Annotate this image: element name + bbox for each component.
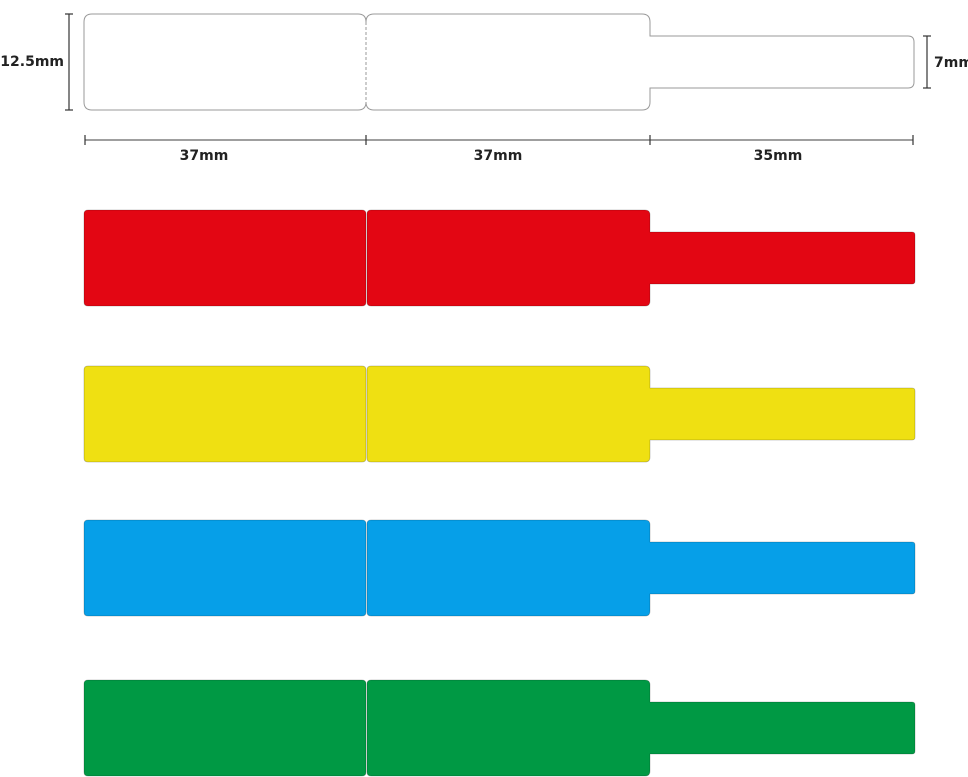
dimension-lines (65, 13, 931, 145)
label-green-segment-1 (83, 679, 367, 777)
label-blue (83, 519, 916, 617)
label-blue-segment-2 (366, 519, 916, 617)
label-green-segment-2 (366, 679, 916, 777)
label-red-segment-1 (83, 209, 367, 307)
label-yellow-segment-2 (366, 365, 916, 463)
height-tail-label: 7mm (934, 55, 968, 71)
height-main-label: 12.5mm (0, 54, 64, 70)
outline-label (83, 13, 915, 111)
width-tail-label: 35mm (754, 148, 803, 164)
label-red-segment-2 (366, 209, 916, 307)
label-red (83, 209, 916, 307)
label-blue-segment-1 (83, 519, 367, 617)
outline-label-shape (83, 13, 915, 111)
label-yellow-segment-1 (83, 365, 367, 463)
width-segment-1-label: 37mm (180, 148, 229, 164)
width-segment-2-label: 37mm (474, 148, 523, 164)
label-yellow (83, 365, 916, 463)
colored-labels (83, 209, 916, 777)
label-green (83, 679, 916, 777)
